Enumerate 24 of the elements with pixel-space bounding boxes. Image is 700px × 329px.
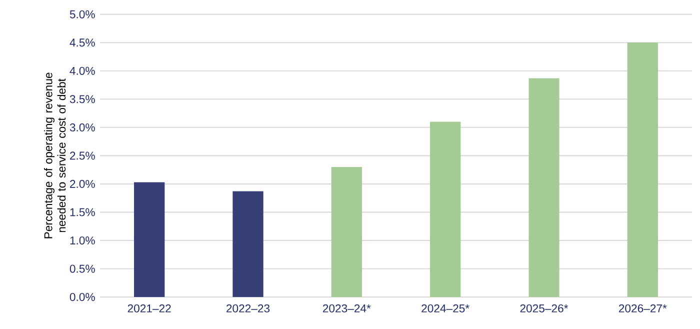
bar: [627, 42, 658, 298]
y-tick-label: 3.0%: [70, 123, 95, 132]
x-tick-label: 2021–22: [128, 304, 171, 312]
y-tick-label: 2.0%: [70, 180, 95, 188]
y-tick-label: 1.0%: [70, 236, 95, 244]
y-tick-label: 3.5%: [70, 95, 95, 104]
bar: [331, 166, 362, 298]
y-axis-title: Percentage of operating revenue needed to service cost of debt: [44, 72, 66, 238]
y-tick-label: 5.0%: [70, 10, 95, 18]
bar: [430, 122, 461, 298]
x-tick-label: 2023–24*: [322, 304, 371, 312]
x-tick-label: 2026–27*: [618, 304, 667, 312]
x-tick-label: 2025–26*: [520, 304, 568, 312]
y-tick-label: 4.5%: [70, 38, 95, 47]
y-tick-label: 0.5%: [70, 264, 95, 273]
y-tick-label: 2.5%: [70, 152, 95, 160]
bar: [134, 182, 165, 298]
x-tick-label: 2022–23: [226, 304, 270, 312]
bar: [232, 191, 264, 298]
bar: [528, 78, 560, 298]
y-tick-label: 1.5%: [70, 208, 95, 216]
y-tick-label: 0.0%: [70, 292, 95, 302]
y-tick-label: 4.0%: [70, 66, 95, 75]
x-tick-label: 2024–25*: [422, 304, 470, 312]
